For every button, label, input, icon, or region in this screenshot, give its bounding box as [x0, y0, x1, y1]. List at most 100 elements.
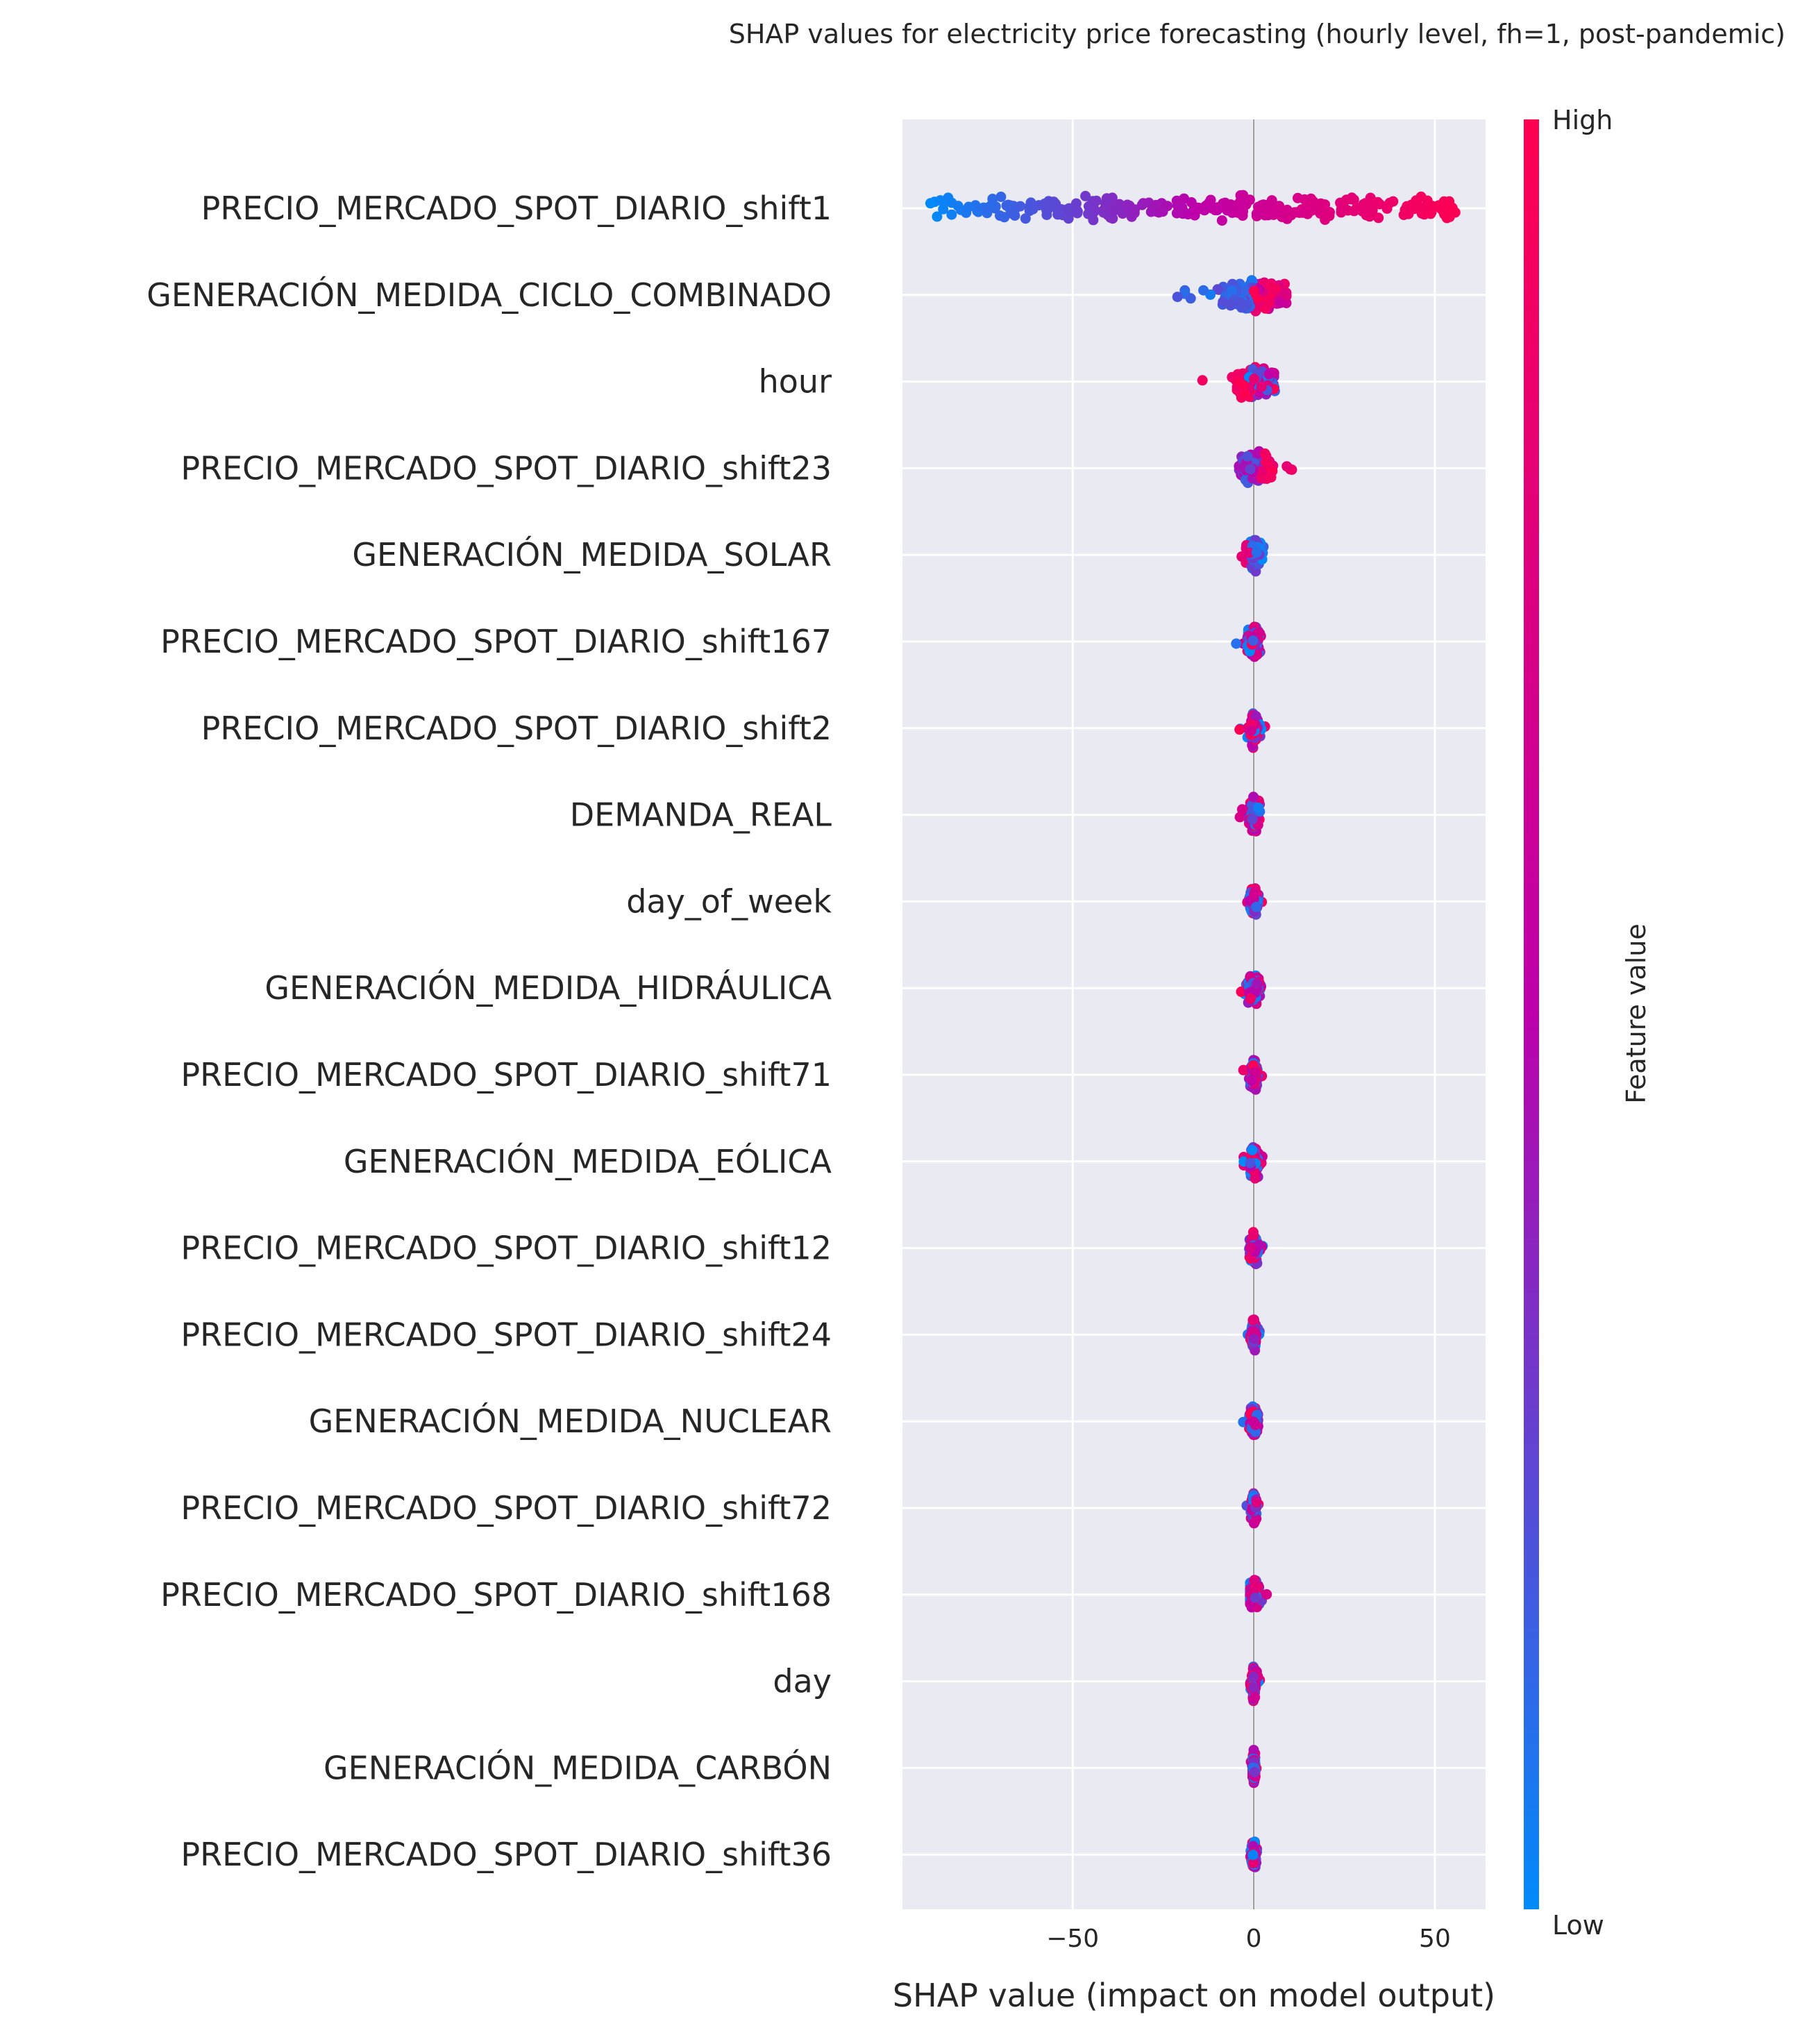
shap-dot	[1172, 200, 1183, 211]
shap-dot	[1411, 195, 1422, 206]
shap-dot	[1250, 1592, 1261, 1603]
shap-dot	[1251, 210, 1262, 221]
shap-dot	[943, 192, 954, 203]
shap-dot	[1234, 204, 1245, 215]
shap-dot	[1212, 202, 1223, 213]
feature-label: GENERACIÓN_MEDIDA_EÓLICA	[344, 1143, 832, 1180]
shap-dot	[1357, 206, 1368, 217]
feature-label: PRECIO_MERCADO_SPOT_DIARIO_shift71	[180, 1056, 832, 1094]
shap-dot	[1250, 1066, 1261, 1078]
shap-dot	[1091, 195, 1102, 206]
shap-dot	[1236, 804, 1247, 815]
shap-dot	[1271, 283, 1282, 294]
shap-dot	[1002, 199, 1014, 210]
shap-dot	[1245, 993, 1256, 1004]
shap-dot	[1251, 547, 1262, 558]
feature-label: GENERACIÓN_MEDIDA_SOLAR	[352, 536, 832, 573]
shap-dot	[1238, 380, 1249, 391]
feature-label: PRECIO_MERCADO_SPOT_DIARIO_shift24	[180, 1316, 832, 1353]
shap-dot	[1251, 1497, 1262, 1508]
shap-dot	[1249, 1766, 1260, 1777]
shap-dot	[1245, 464, 1256, 475]
colorbar	[1524, 119, 1539, 1909]
shap-dot	[1172, 292, 1183, 303]
shap-dot	[1275, 297, 1286, 308]
shap-dot	[1251, 901, 1262, 912]
shap-dot	[1007, 208, 1018, 219]
shap-dot	[1438, 196, 1449, 207]
shap-dot	[935, 195, 945, 206]
shap-dot	[1247, 635, 1259, 646]
shap-dot	[1080, 190, 1091, 201]
shap-dot	[1261, 1589, 1272, 1600]
shap-dot	[1248, 1230, 1259, 1241]
x-axis-ticks: −50 0 50	[1046, 1925, 1451, 1953]
shap-dot	[1266, 472, 1277, 483]
shap-dot	[1246, 725, 1256, 736]
feature-label: PRECIO_MERCADO_SPOT_DIARIO_shift168	[160, 1576, 832, 1614]
colorbar-low-label: Low	[1552, 1910, 1604, 1941]
shap-dot	[1063, 205, 1074, 216]
shap-dot	[1071, 205, 1082, 216]
shap-dot	[1341, 194, 1352, 206]
shap-dot	[1212, 284, 1223, 295]
shap-dot	[1247, 1858, 1259, 1869]
shap-dots	[925, 190, 1461, 1873]
shap-dot	[946, 209, 957, 220]
shap-dot	[1046, 200, 1057, 211]
x-tick-label: 0	[1246, 1925, 1262, 1953]
feature-label: GENERACIÓN_MEDIDA_NUCLEAR	[309, 1402, 832, 1440]
shap-dot	[1020, 213, 1031, 224]
shap-dot	[1252, 978, 1263, 989]
shap-dot	[1436, 204, 1447, 215]
feature-label: DEMANDA_REAL	[570, 796, 832, 834]
shap-dot	[1249, 374, 1259, 385]
plot-area	[902, 119, 1486, 1909]
feature-label: PRECIO_MERCADO_SPOT_DIARIO_shift72	[180, 1489, 832, 1527]
shap-dot	[1110, 204, 1121, 215]
feature-label: PRECIO_MERCADO_SPOT_DIARIO_shift12	[180, 1230, 832, 1267]
shap-dot	[1136, 199, 1147, 210]
shap-dot	[1024, 206, 1035, 217]
shap-dot	[1185, 293, 1196, 304]
shap-dot	[1250, 449, 1261, 460]
chart-title: SHAP values for electricity price foreca…	[729, 19, 1785, 49]
shap-dot	[1399, 204, 1411, 215]
shap-dot	[1263, 297, 1275, 308]
feature-label: PRECIO_MERCADO_SPOT_DIARIO_shift2	[201, 710, 832, 747]
shap-dot	[1336, 204, 1347, 215]
shap-dot	[1225, 299, 1236, 310]
feature-label: GENERACIÓN_MEDIDA_CARBÓN	[323, 1749, 832, 1786]
shap-dot	[1025, 197, 1036, 208]
shap-dot	[1373, 212, 1384, 224]
shap-dot	[1372, 196, 1384, 208]
feature-label: PRECIO_MERCADO_SPOT_DIARIO_shift36	[180, 1836, 832, 1873]
feature-label: day	[773, 1663, 832, 1700]
shap-dot	[1216, 215, 1227, 226]
shap-dot	[1263, 369, 1275, 380]
shap-dot	[1250, 711, 1261, 721]
shap-dot	[1247, 1314, 1259, 1325]
shap-dot	[1234, 724, 1245, 735]
feature-label: PRECIO_MERCADO_SPOT_DIARIO_shift167	[160, 623, 832, 660]
shap-dot	[1015, 201, 1026, 212]
shap-dot	[1247, 814, 1258, 825]
feature-label: GENERACIÓN_MEDIDA_CICLO_COMBINADO	[146, 276, 832, 314]
shap-dot	[1186, 197, 1197, 208]
shap-dot	[1249, 889, 1260, 900]
shap-dot	[1239, 389, 1250, 400]
shap-dot	[1417, 202, 1428, 213]
shap-dot	[1268, 209, 1279, 220]
feature-label: hour	[759, 363, 832, 401]
shap-dot	[1225, 199, 1236, 210]
shap-dot	[1259, 448, 1270, 459]
feature-label: GENERACIÓN_MEDIDA_HIDRÁULICA	[264, 969, 832, 1007]
shap-dot	[1248, 791, 1259, 803]
shap-dot	[1256, 473, 1267, 483]
shap-dot	[925, 198, 936, 209]
feature-label: day_of_week	[626, 882, 832, 920]
shap-dot	[1249, 285, 1259, 296]
shap-dot	[972, 206, 983, 217]
shap-dot	[1238, 1064, 1249, 1075]
